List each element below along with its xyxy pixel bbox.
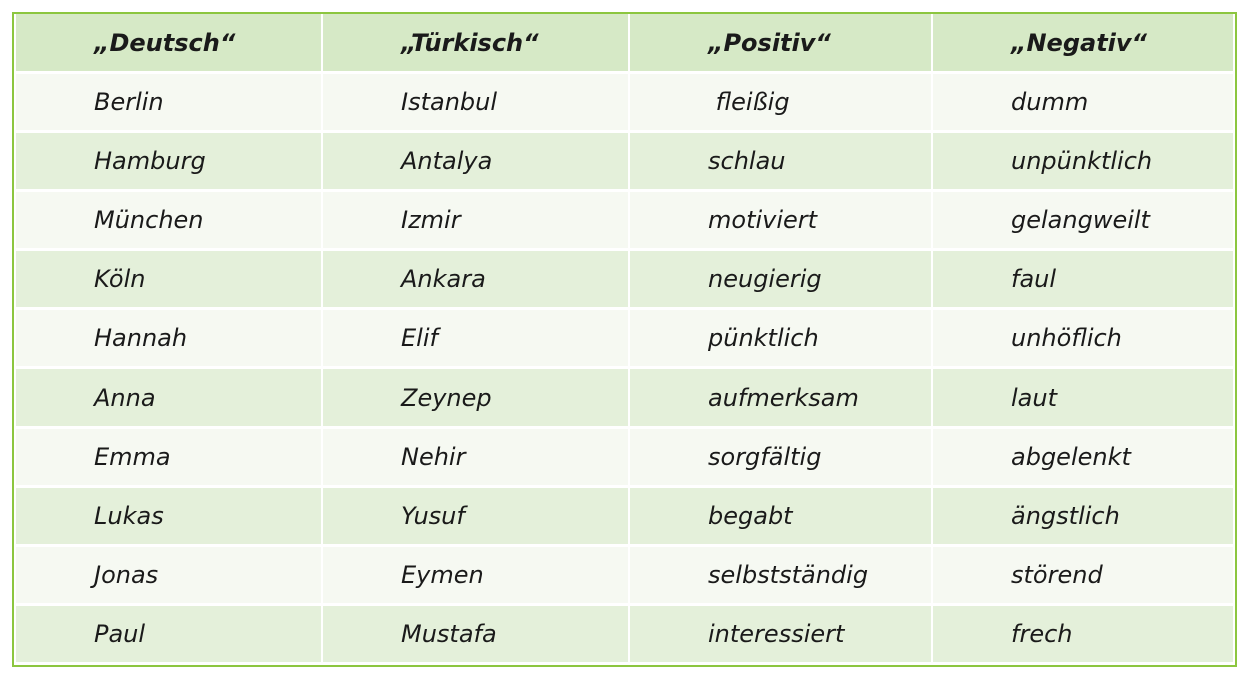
table-header-row: „Deutsch“ „Türkisch“ „Positiv“ „Negativ“ — [14, 14, 1235, 74]
cell-positiv: pünktlich — [628, 308, 933, 370]
cell-positiv: motiviert — [628, 190, 933, 252]
cell-deutsch: Hamburg — [14, 131, 323, 193]
cell-positiv: interessiert — [628, 604, 933, 666]
table-row: Berlin Istanbul fleißig dumm — [14, 72, 1235, 134]
word-table: „Deutsch“ „Türkisch“ „Positiv“ „Negativ“… — [14, 14, 1235, 666]
cell-negativ: unhöflich — [931, 308, 1235, 370]
cell-negativ: frech — [931, 604, 1235, 666]
cell-tuerkisch: Istanbul — [321, 72, 630, 134]
cell-deutsch: Berlin — [14, 72, 323, 134]
cell-tuerkisch: Nehir — [321, 427, 630, 488]
cell-negativ: unpünktlich — [931, 131, 1235, 193]
table-row: Hamburg Antalya schlau unpünktlich — [14, 131, 1235, 193]
column-header-tuerkisch: „Türkisch“ — [321, 14, 630, 74]
column-header-positiv: „Positiv“ — [628, 14, 933, 74]
cell-deutsch: Paul — [14, 604, 323, 666]
cell-deutsch: Emma — [14, 427, 323, 488]
cell-tuerkisch: Izmir — [321, 190, 630, 252]
table-row: München Izmir motiviert gelangweilt — [14, 190, 1235, 252]
cell-tuerkisch: Elif — [321, 308, 630, 370]
table-row: Paul Mustafa interessiert frech — [14, 604, 1235, 666]
cell-tuerkisch: Eymen — [321, 545, 630, 606]
cell-negativ: gelangweilt — [931, 190, 1235, 252]
column-header-deutsch: „Deutsch“ — [14, 14, 323, 74]
cell-deutsch: Lukas — [14, 486, 323, 547]
cell-negativ: laut — [931, 367, 1235, 429]
table-row: Emma Nehir sorgfältig abgelenkt — [14, 427, 1235, 488]
cell-positiv: neugierig — [628, 249, 933, 311]
cell-tuerkisch: Zeynep — [321, 367, 630, 429]
cell-tuerkisch: Ankara — [321, 249, 630, 311]
cell-tuerkisch: Yusuf — [321, 486, 630, 547]
cell-positiv: schlau — [628, 131, 933, 193]
cell-positiv: selbstständig — [628, 545, 933, 606]
cell-deutsch: Hannah — [14, 308, 323, 370]
cell-positiv: begabt — [628, 486, 933, 547]
word-table-container: „Deutsch“ „Türkisch“ „Positiv“ „Negativ“… — [12, 12, 1237, 667]
cell-positiv: aufmerksam — [628, 367, 933, 429]
cell-negativ: faul — [931, 249, 1235, 311]
cell-positiv: fleißig — [628, 72, 933, 134]
table-row: Köln Ankara neugierig faul — [14, 249, 1235, 311]
cell-deutsch: Köln — [14, 249, 323, 311]
table-row: Jonas Eymen selbstständig störend — [14, 545, 1235, 606]
cell-positiv: sorgfältig — [628, 427, 933, 488]
cell-tuerkisch: Mustafa — [321, 604, 630, 666]
table-row: Anna Zeynep aufmerksam laut — [14, 367, 1235, 429]
cell-negativ: abgelenkt — [931, 427, 1235, 488]
table-row: Hannah Elif pünktlich unhöflich — [14, 308, 1235, 370]
table-row: Lukas Yusuf begabt ängstlich — [14, 486, 1235, 547]
cell-negativ: ängstlich — [931, 486, 1235, 547]
cell-deutsch: Jonas — [14, 545, 323, 606]
cell-tuerkisch: Antalya — [321, 131, 630, 193]
cell-negativ: dumm — [931, 72, 1235, 134]
cell-negativ: störend — [931, 545, 1235, 606]
cell-deutsch: München — [14, 190, 323, 252]
cell-deutsch: Anna — [14, 367, 323, 429]
column-header-negativ: „Negativ“ — [931, 14, 1235, 74]
